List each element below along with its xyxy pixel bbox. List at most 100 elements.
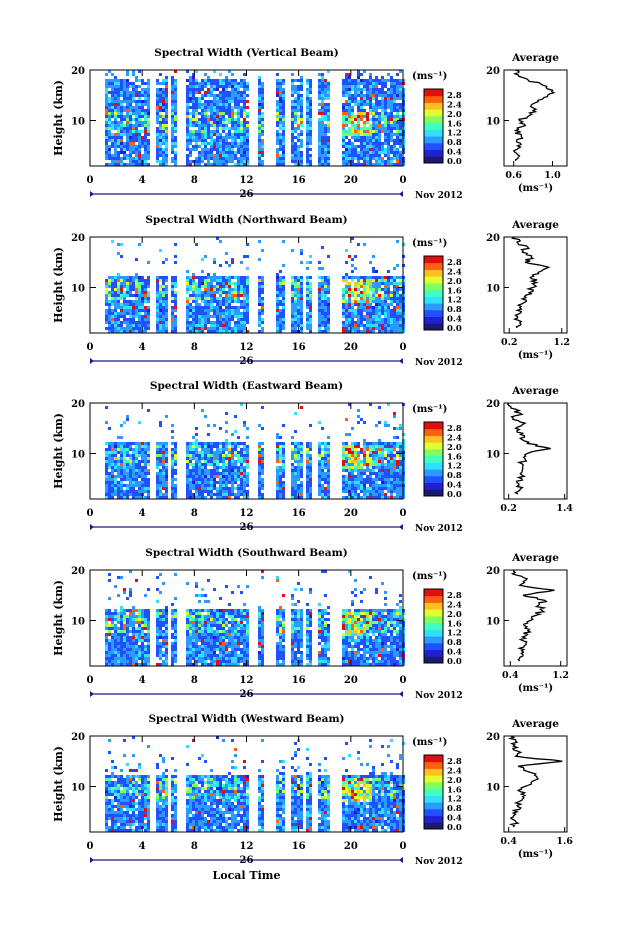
heatmap-cell (111, 490, 114, 493)
heatmap-cell (258, 288, 261, 291)
heatmap-cell (231, 484, 234, 487)
heatmap-cell (111, 133, 114, 136)
heatmap-cell (246, 493, 249, 496)
heatmap-cell (363, 115, 366, 118)
heatmap-cell (201, 490, 204, 493)
heatmap-cell (207, 82, 210, 85)
heatmap-cell (378, 475, 381, 478)
heatmap-cell (363, 163, 366, 166)
heatmap-cell (345, 279, 348, 282)
heatmap-cell (276, 279, 279, 282)
heatmap-cell (144, 288, 147, 291)
heatmap-cell (159, 115, 162, 118)
heatmap-cell (189, 469, 192, 472)
heatmap-cell (351, 124, 354, 127)
heatmap-cell (363, 490, 366, 493)
heatmap-cell (159, 133, 162, 136)
heatmap-cell (279, 163, 282, 166)
heatmap-cell (357, 106, 360, 109)
heatmap-cell (132, 94, 135, 97)
heatmap-cell (399, 285, 402, 288)
heatmap-cell (198, 288, 201, 291)
heatmap-cell (276, 487, 279, 490)
heatmap-cell (111, 484, 114, 487)
heatmap-cell (390, 118, 393, 121)
heatmap-cell (219, 160, 222, 163)
heatmap-cell (399, 97, 402, 100)
heatmap-cell (192, 291, 195, 294)
heatmap-cell (393, 85, 396, 88)
heatmap-cell (294, 466, 297, 469)
heatmap-cell (378, 160, 381, 163)
heatmap-cell (387, 148, 390, 151)
heatmap-cell (159, 139, 162, 142)
heatmap-cell (159, 330, 162, 333)
heatmap-cell (387, 91, 390, 94)
heatmap-cell (342, 448, 345, 451)
heatmap-cell (108, 121, 111, 124)
heatmap-cell (282, 297, 285, 300)
heatmap-cell (276, 469, 279, 472)
heatmap-cell (195, 288, 198, 291)
heatmap-cell (135, 496, 138, 499)
heatmap-cell (123, 460, 126, 463)
heatmap-cell (186, 279, 189, 282)
heatmap-cell (243, 288, 246, 291)
heatmap-cell (369, 85, 372, 88)
heatmap-cell (156, 97, 159, 100)
heatmap-cell (195, 112, 198, 115)
heatmap-cell (207, 451, 210, 454)
heatmap-cell (234, 82, 237, 85)
heatmap-cell (378, 472, 381, 475)
heatmap-cell (369, 276, 372, 279)
heatmap-cell (366, 94, 369, 97)
heatmap-cell (114, 321, 117, 324)
heatmap-cell (261, 285, 264, 288)
heatmap-cell (123, 109, 126, 112)
heatmap-cell (120, 130, 123, 133)
heatmap-cell (174, 127, 177, 130)
heatmap-cell (246, 303, 249, 306)
heatmap-cell (192, 309, 195, 312)
heatmap-cell (114, 160, 117, 163)
heatmap-cell (165, 297, 168, 300)
heatmap-cell (174, 490, 177, 493)
heatmap-cell (192, 300, 195, 303)
heatmap-cell (309, 148, 312, 151)
heatmap-cell (372, 282, 375, 285)
heatmap-cell (222, 312, 225, 315)
x-tick-label: 0 (87, 342, 94, 353)
heatmap-cell (351, 484, 354, 487)
heatmap-cell (372, 306, 375, 309)
heatmap-cell (351, 270, 354, 273)
heatmap-cell (291, 73, 294, 76)
heatmap-cell (399, 154, 402, 157)
heatmap-cell (204, 148, 207, 151)
heatmap-cell (204, 288, 207, 291)
heatmap-cell (375, 97, 378, 100)
heatmap-cell (204, 91, 207, 94)
heatmap-cell (348, 115, 351, 118)
heatmap-cell (297, 139, 300, 142)
heatmap-cell (384, 303, 387, 306)
heatmap-cell (120, 133, 123, 136)
heatmap-cell (216, 487, 219, 490)
heatmap-cell (372, 85, 375, 88)
heatmap-cell (171, 148, 174, 151)
heatmap-cell (345, 285, 348, 288)
heatmap-cell (327, 88, 330, 91)
heatmap-cell (318, 297, 321, 300)
heatmap-cell (342, 157, 345, 160)
heatmap-cell (219, 300, 222, 303)
heatmap-cell (243, 321, 246, 324)
heatmap-cell (282, 94, 285, 97)
heatmap-cell (327, 157, 330, 160)
heatmap-cell (366, 291, 369, 294)
heatmap-cell (171, 424, 174, 427)
heatmap-cell (396, 303, 399, 306)
heatmap-cell (384, 327, 387, 330)
heatmap-cell (291, 303, 294, 306)
heatmap-cell (321, 118, 324, 121)
heatmap-cell (120, 330, 123, 333)
heatmap-cell (114, 294, 117, 297)
